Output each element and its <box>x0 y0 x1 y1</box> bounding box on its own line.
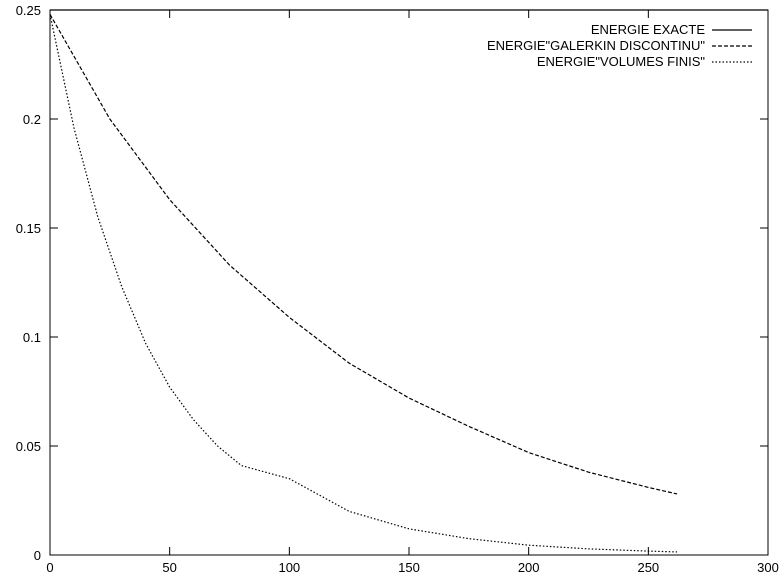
series-lines <box>49 9 768 553</box>
legend-label-2: ENERGIE"GALERKIN DISCONTINU" <box>487 38 705 53</box>
x-tick-labels: 0 50 100 150 200 250 300 <box>46 560 778 575</box>
y-tick-label: 0.1 <box>23 330 41 345</box>
x-tick-label: 200 <box>518 560 540 575</box>
y-tick-label: 0.25 <box>16 3 41 18</box>
y-tick-label: 0.2 <box>23 112 41 127</box>
y-tick-label: 0 <box>34 548 41 563</box>
y-tick-label: 0.15 <box>16 221 41 236</box>
y-tick-labels: 0 0.05 0.1 0.15 0.2 0.25 <box>16 3 41 563</box>
x-tick-label: 50 <box>162 560 176 575</box>
y-tick-label: 0.05 <box>16 439 41 454</box>
legend-label-3: ENERGIE"VOLUMES FINIS" <box>537 54 706 69</box>
series-line-2 <box>49 14 678 495</box>
x-tick-label: 0 <box>46 560 53 575</box>
x-tick-label: 250 <box>637 560 659 575</box>
x-tick-label: 150 <box>398 560 420 575</box>
legend-label-1: ENERGIE EXACTE <box>591 22 705 37</box>
axis-ticks <box>49 9 769 556</box>
x-tick-label: 100 <box>278 560 300 575</box>
x-tick-label: 300 <box>757 560 779 575</box>
series-line-3 <box>49 14 678 553</box>
plot-frame <box>49 9 769 556</box>
